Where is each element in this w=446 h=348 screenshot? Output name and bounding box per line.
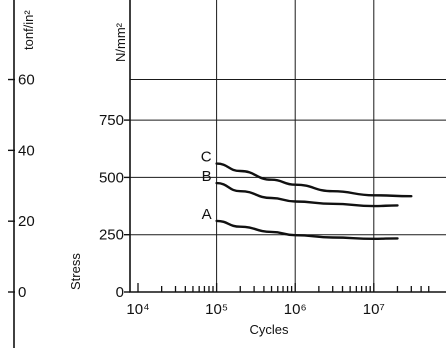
plot-frame xyxy=(129,0,446,293)
stress-tonf-tick-label: 40 xyxy=(18,142,35,159)
stress-nmm2-tick-label: 0 xyxy=(116,284,124,301)
stress-nmm2-tick-label: 250 xyxy=(99,227,124,244)
stress-nmm2-tick-label: 500 xyxy=(99,169,124,186)
x-axis-title: Cycles xyxy=(249,322,289,337)
curve-label-c: C xyxy=(201,149,212,166)
left-axis-unit: tonf/in² xyxy=(21,10,36,50)
curve-b xyxy=(215,181,399,208)
x-tick-label: 10⁵ xyxy=(205,301,228,318)
x-tick-label: 10⁷ xyxy=(363,301,385,318)
curve-a xyxy=(215,219,399,241)
x-tick-label: 10⁶ xyxy=(284,301,307,318)
stress-tonf-tick-label: 60 xyxy=(18,72,35,89)
grid-lines xyxy=(130,0,446,292)
stress-tonf-tick-label: 20 xyxy=(18,213,35,230)
curve-c xyxy=(215,162,413,198)
curve-label-a: A xyxy=(202,206,212,223)
stress-tonf-tick-label: 0 xyxy=(18,284,26,301)
axes xyxy=(13,0,446,348)
right-axis-unit: N/mm² xyxy=(113,22,128,62)
tick-marks xyxy=(8,78,430,293)
stress-nmm2-tick-label: 750 xyxy=(99,112,124,129)
x-tick-label: 10⁴ xyxy=(126,301,149,318)
series-curves xyxy=(215,162,413,241)
curve-label-b: B xyxy=(202,168,212,185)
y-axis-title: Stress xyxy=(68,253,83,290)
labels: tonf/in² N/mm² Stress Cycles 10⁴ 10⁵ 10⁶ 10… xyxy=(18,10,385,337)
